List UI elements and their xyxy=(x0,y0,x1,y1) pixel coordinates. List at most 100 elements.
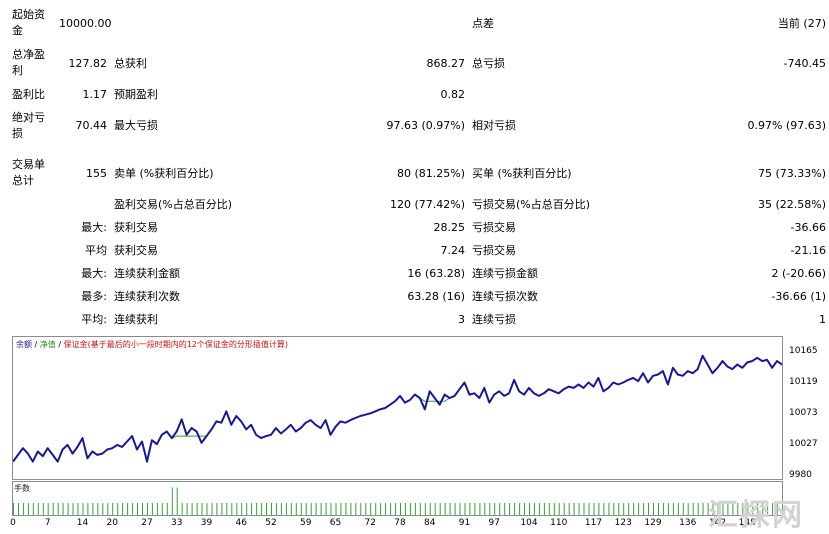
volume-label: 手数 xyxy=(14,484,30,493)
x-tick-label: 97 xyxy=(488,518,500,528)
volume-bar xyxy=(261,503,263,515)
volume-bar xyxy=(429,503,431,515)
volume-bar xyxy=(92,503,94,515)
maximal-consecutive-label: 最多: xyxy=(81,290,107,303)
volume-bar xyxy=(593,503,595,515)
volume-bar xyxy=(112,503,114,515)
volume-bar xyxy=(707,503,709,515)
profit-trades-value: 120 (77.42%) xyxy=(389,198,465,211)
maximal-consecutive-profit-value: 63.28 (16) xyxy=(407,290,465,303)
volume-bar xyxy=(543,503,545,515)
volume-bar xyxy=(380,503,382,515)
volume-bar xyxy=(747,503,749,515)
volume-bar xyxy=(514,503,516,515)
watermark: 汇探网 xyxy=(708,498,804,533)
volume-bar xyxy=(335,503,337,515)
volume-bar xyxy=(280,503,282,515)
volume-bar xyxy=(97,503,99,515)
volume-bar xyxy=(489,503,491,515)
volume-bar xyxy=(176,487,178,515)
volume-bar xyxy=(717,503,719,515)
volume-bar xyxy=(137,503,138,515)
volume-bar xyxy=(365,503,367,515)
volume-bar xyxy=(424,503,426,515)
volume-bar xyxy=(191,503,193,515)
volume-bar xyxy=(608,503,610,515)
max-consecutive-loss-label: 连续亏损金额 xyxy=(472,267,538,280)
total-net-profit-label: 总净盈利 xyxy=(12,48,45,77)
volume-bar xyxy=(47,503,49,515)
largest-profit-label: 获利交易 xyxy=(114,221,158,234)
long-positions-value: 75 (73.33%) xyxy=(757,167,826,180)
balance-chart xyxy=(12,336,823,480)
volume-bar xyxy=(722,503,724,515)
x-tick-label: 136 xyxy=(679,518,697,528)
chart-legend: 余额 / 净值 / 保证金(基于最后的小一段时期内的12个保证金的分形插值计算) xyxy=(16,340,288,350)
volume-bar xyxy=(251,503,253,515)
x-tick-label: 46 xyxy=(235,518,247,528)
volume-bar xyxy=(777,503,778,515)
volume-bar xyxy=(459,503,461,515)
volume-bar xyxy=(345,503,347,515)
volume-bar xyxy=(409,503,411,515)
volume-bar xyxy=(484,503,486,515)
volume-bar xyxy=(275,503,277,515)
max-consecutive-profit-label: 连续获利金额 xyxy=(114,267,180,280)
volume-bar xyxy=(320,503,322,515)
volume-bar xyxy=(350,503,352,515)
volume-bar xyxy=(563,503,565,515)
volume-bar xyxy=(355,503,357,515)
volume-bar xyxy=(692,503,694,515)
volume-bar xyxy=(22,503,24,515)
volume-bar xyxy=(42,503,44,515)
volume-bar xyxy=(330,503,332,515)
volume-bar xyxy=(13,503,14,515)
profit-factor-value: 1.17 xyxy=(82,88,108,101)
volume-bar xyxy=(538,503,540,515)
gross-loss-label: 总亏损 xyxy=(472,57,505,70)
volume-bar xyxy=(633,503,635,515)
legend-equity: 净值 xyxy=(39,340,56,349)
expected-payoff-value: 0.82 xyxy=(440,88,466,101)
volume-bar xyxy=(469,503,471,515)
volume-bar xyxy=(752,503,754,515)
volume-bar xyxy=(231,503,233,515)
volume-bar xyxy=(573,503,575,515)
volume-bar xyxy=(226,503,228,515)
volume-bar xyxy=(524,503,525,515)
volume-bar xyxy=(221,503,223,515)
volume-bar xyxy=(653,503,654,515)
volume-bar xyxy=(623,503,625,515)
x-tick-label: 72 xyxy=(364,518,376,528)
maximal-drawdown-label: 最大亏损 xyxy=(114,119,158,132)
y-tick-label: 10027 xyxy=(789,438,818,449)
volume-bar xyxy=(266,503,267,515)
long-positions-label: 买单 (%获利百分比) xyxy=(472,167,572,180)
x-tick-label: 78 xyxy=(394,518,406,528)
profit-trades-label: 盈利交易(%占总百分比) xyxy=(114,198,233,211)
relative-drawdown-label: 相对亏损 xyxy=(472,119,516,132)
volume-bar xyxy=(246,503,248,515)
volume-bar xyxy=(156,503,158,515)
volume-bar xyxy=(166,503,168,515)
volume-bar xyxy=(533,503,535,515)
volume-bar xyxy=(67,503,69,515)
volume-bar xyxy=(712,503,714,515)
volume-bar xyxy=(390,503,392,515)
average-consecutive-label: 平均: xyxy=(81,313,107,326)
volume-bar xyxy=(558,503,560,515)
volume-bar xyxy=(499,503,501,515)
total-trades-value: 155 xyxy=(86,167,107,180)
volume-bar xyxy=(702,503,704,515)
relative-drawdown-value: 0.97% (97.63) xyxy=(747,119,826,132)
average-consecutive-profit-value: 3 xyxy=(458,313,465,326)
volume-bar xyxy=(643,503,645,515)
volume-bar xyxy=(102,503,104,515)
x-tick-label: 123 xyxy=(614,518,632,528)
volume-bar xyxy=(256,503,258,515)
initial-deposit-label: 起始资金 xyxy=(12,8,45,37)
volume-bar xyxy=(628,503,630,515)
legend-margin: 保证金(基于最后的小一段时期内的12个保证金的分形插值计算) xyxy=(63,340,289,349)
volume-bar xyxy=(370,503,372,515)
volume-bar xyxy=(18,503,19,515)
